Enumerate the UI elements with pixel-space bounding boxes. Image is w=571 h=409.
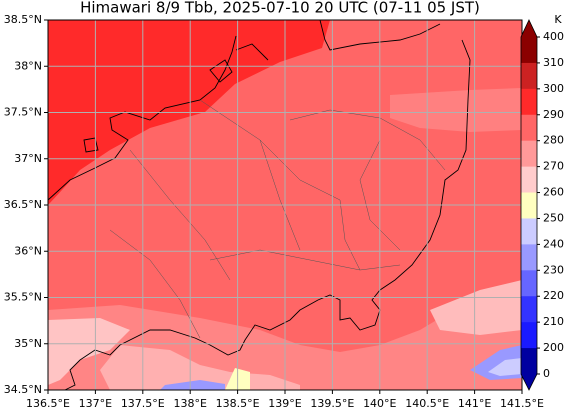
colorbar-label: 200 xyxy=(543,341,564,354)
colorbar-label: 290 xyxy=(543,108,564,121)
lon-tick-label: 137°E xyxy=(79,397,112,409)
lon-tick-label: 136.5°E xyxy=(26,397,70,409)
colorbar: K 400 310 300 290 280 270 260 250 240 230 220 210 20… xyxy=(520,13,564,391)
lat-tick-label: 37°N xyxy=(14,152,42,165)
lon-tick-label: 140°E xyxy=(363,397,396,409)
lat-tick-label: 36.5°N xyxy=(4,198,42,211)
lat-tick-label: 38°N xyxy=(14,59,42,72)
colorbar-segment xyxy=(521,192,537,219)
colorbar-label: 230 xyxy=(543,263,564,276)
lat-tick-label: 34.5°N xyxy=(4,383,42,396)
colorbar-segment xyxy=(521,114,537,142)
field-patch xyxy=(48,318,130,385)
colorbar-extend xyxy=(521,374,537,390)
colorbar-label: 210 xyxy=(543,315,564,328)
colorbar-segment xyxy=(521,218,537,245)
colorbar-segment xyxy=(521,62,537,90)
field-patch xyxy=(488,358,522,376)
field-patch xyxy=(430,280,522,335)
colorbar-label: 0 xyxy=(543,367,550,380)
colorbar-segment xyxy=(521,37,537,64)
colorbar-extend xyxy=(521,20,537,37)
map-area xyxy=(47,19,523,391)
lat-tick-label: 37.5°N xyxy=(4,106,42,119)
colorbar-segment xyxy=(521,166,537,194)
field-patch xyxy=(160,380,225,390)
colorbar-segment xyxy=(521,322,537,349)
lon-tick-label: 137.5°E xyxy=(121,397,165,409)
colorbar-label: 400 xyxy=(543,30,564,43)
colorbar-label: 310 xyxy=(543,56,564,69)
lon-tick-label: 138.5°E xyxy=(216,397,260,409)
colorbar-label: 280 xyxy=(543,134,564,147)
lon-tick-label: 141.5°E xyxy=(500,397,544,409)
map-title: Himawari 8/9 Tbb, 2025-07-10 20 UTC (07-… xyxy=(80,0,480,17)
colorbar-label: 270 xyxy=(543,160,564,173)
island xyxy=(83,59,233,153)
lon-tick-label: 139.5°E xyxy=(310,397,354,409)
colorbar-label: 260 xyxy=(543,186,564,199)
colorbar-label: 220 xyxy=(543,289,564,302)
colorbar-label: 250 xyxy=(543,211,564,224)
lon-tick-label: 138°E xyxy=(173,397,206,409)
lon-tick-label: 141°E xyxy=(458,397,491,409)
lon-tick-label: 140.5°E xyxy=(405,397,449,409)
lat-tick-label: 35°N xyxy=(14,337,42,350)
colorbar-segment xyxy=(521,348,537,375)
lon-tick-label: 139°E xyxy=(268,397,301,409)
colorbar-segment xyxy=(521,140,537,168)
lat-tick-label: 36°N xyxy=(14,244,42,257)
colorbar-segment xyxy=(521,88,537,116)
colorbar-label: 240 xyxy=(543,237,564,250)
field-patch xyxy=(390,88,522,132)
colorbar-unit: K xyxy=(554,13,562,26)
colorbar-segment xyxy=(521,270,537,297)
colorbar-segment xyxy=(521,244,537,271)
lat-tick-label: 38.5°N xyxy=(4,13,42,26)
lat-tick-label: 35.5°N xyxy=(4,291,42,304)
colorbar-label: 300 xyxy=(543,82,564,95)
colorbar-segment xyxy=(521,296,537,323)
